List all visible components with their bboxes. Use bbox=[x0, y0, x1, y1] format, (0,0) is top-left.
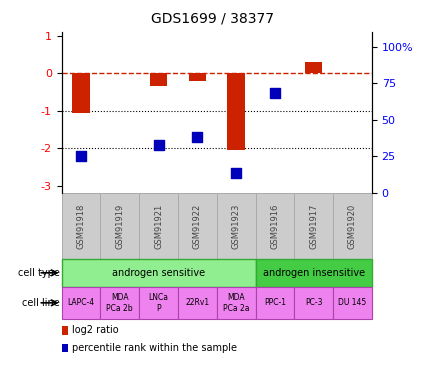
Bar bbox=[217, 287, 255, 319]
Point bbox=[155, 142, 162, 148]
Bar bbox=[100, 193, 139, 259]
Text: percentile rank within the sample: percentile rank within the sample bbox=[71, 343, 237, 353]
Text: GSM91922: GSM91922 bbox=[193, 203, 202, 249]
Text: log2 ratio: log2 ratio bbox=[71, 326, 118, 335]
Text: GDS1699 / 38377: GDS1699 / 38377 bbox=[151, 11, 274, 25]
Bar bbox=[333, 287, 372, 319]
Bar bbox=[62, 259, 255, 287]
Bar bbox=[72, 73, 90, 112]
Bar bbox=[189, 73, 206, 81]
Point bbox=[233, 170, 240, 176]
Bar bbox=[178, 193, 217, 259]
Bar bbox=[217, 193, 255, 259]
Text: LAPC-4: LAPC-4 bbox=[68, 298, 95, 307]
Bar bbox=[178, 287, 217, 319]
Text: cell type: cell type bbox=[17, 268, 60, 278]
Text: GSM91917: GSM91917 bbox=[309, 203, 318, 249]
Point bbox=[78, 153, 85, 159]
Text: GSM91918: GSM91918 bbox=[76, 203, 85, 249]
Text: DU 145: DU 145 bbox=[338, 298, 367, 307]
Bar bbox=[255, 287, 294, 319]
Text: PC-3: PC-3 bbox=[305, 298, 323, 307]
Point bbox=[272, 90, 278, 96]
Text: GSM91921: GSM91921 bbox=[154, 203, 163, 249]
Bar bbox=[150, 73, 167, 86]
Bar bbox=[305, 62, 323, 73]
Bar bbox=[62, 193, 100, 259]
Bar bbox=[139, 287, 178, 319]
Text: GSM91920: GSM91920 bbox=[348, 203, 357, 249]
Text: cell line: cell line bbox=[22, 298, 60, 308]
Text: androgen sensitive: androgen sensitive bbox=[112, 268, 205, 278]
Bar bbox=[255, 193, 294, 259]
Bar bbox=[62, 287, 100, 319]
Text: 22Rv1: 22Rv1 bbox=[185, 298, 210, 307]
Text: MDA
PCa 2a: MDA PCa 2a bbox=[223, 293, 249, 312]
Bar bbox=[294, 287, 333, 319]
Text: LNCa
P: LNCa P bbox=[149, 293, 169, 312]
Text: GSM91919: GSM91919 bbox=[115, 203, 124, 249]
Text: androgen insensitive: androgen insensitive bbox=[263, 268, 365, 278]
Text: MDA
PCa 2b: MDA PCa 2b bbox=[107, 293, 133, 312]
Bar bbox=[333, 193, 372, 259]
Bar bbox=[255, 259, 372, 287]
Point bbox=[194, 134, 201, 140]
Bar bbox=[294, 193, 333, 259]
Bar bbox=[139, 193, 178, 259]
Text: GSM91916: GSM91916 bbox=[270, 203, 279, 249]
Text: PPC-1: PPC-1 bbox=[264, 298, 286, 307]
Text: GSM91923: GSM91923 bbox=[232, 203, 241, 249]
Bar bbox=[100, 287, 139, 319]
Bar bbox=[227, 73, 245, 150]
